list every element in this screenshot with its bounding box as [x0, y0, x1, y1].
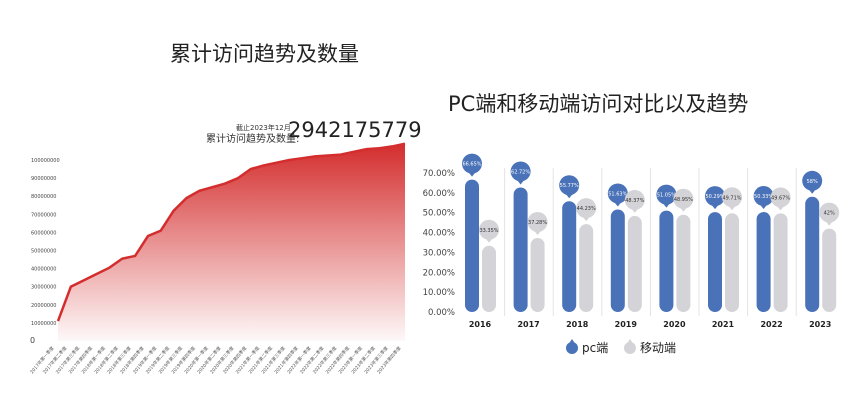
y-tick-label: 10000000: [31, 321, 56, 327]
pin-bubble: [673, 188, 694, 209]
pin-bubble: [510, 161, 531, 182]
y-tick-label: 70000000: [31, 212, 56, 218]
chart-title-right: PC端和移动端访问对比以及趋势: [448, 92, 749, 116]
bar: [562, 201, 577, 312]
series-line: [56, 142, 406, 322]
bar: [482, 245, 496, 312]
pin-bubble: [819, 202, 840, 223]
pin-bubble: [802, 170, 823, 191]
bar: [530, 237, 545, 312]
data-label: 37.28%: [528, 220, 547, 226]
pin-bubble: [559, 175, 580, 196]
y-tick-label: 100000000: [31, 158, 60, 164]
data-label: 48.37%: [625, 198, 644, 204]
y-tick-label: 10.00%: [423, 288, 455, 298]
bar: [627, 215, 642, 312]
y-tick-label: 40.00%: [423, 229, 455, 239]
chart-title-left: 累计访问趋势及数量: [170, 42, 359, 66]
total-label: 累计访问趋势及数量:: [206, 134, 300, 145]
data-label: 50.29%: [705, 194, 724, 200]
pin-bubble: [656, 184, 677, 205]
pin-bubble: [624, 189, 645, 210]
pin-bubble: [607, 183, 628, 204]
data-label: 58%: [807, 179, 818, 185]
data-label: 51.63%: [608, 191, 627, 197]
bar: [805, 196, 820, 312]
pin-bubble: [753, 186, 774, 207]
y-tick-label: 50.00%: [423, 209, 455, 219]
pin-bubble: [722, 187, 742, 208]
bar: [756, 212, 771, 312]
y-tick-label: 30000000: [31, 285, 56, 291]
data-label: 50.33%: [754, 194, 773, 200]
x-tick-label: 2019: [615, 320, 638, 329]
total-value: 2942175779: [288, 118, 422, 142]
data-label: 51.05%: [657, 193, 676, 199]
bar: [659, 210, 674, 312]
y-tick-label: 20.00%: [423, 268, 455, 278]
legend-marker-tip: [568, 339, 576, 345]
pin-bubble: [462, 153, 482, 174]
y-tick-label: 30.00%: [423, 248, 455, 258]
y-tick-label: 0.00%: [428, 308, 455, 318]
bar: [610, 209, 625, 312]
bar: [676, 214, 691, 312]
data-label: 42%: [824, 211, 835, 217]
data-label: 33.35%: [479, 228, 498, 234]
pin-bubble: [705, 186, 725, 207]
area-fill: [58, 143, 405, 341]
x-tick-label: 2017: [517, 320, 539, 329]
legend-marker-tip: [626, 339, 634, 345]
x-tick-label: 2018: [566, 320, 589, 329]
bar: [513, 187, 528, 312]
x-tick-label: 2016: [469, 320, 492, 329]
bar: [822, 228, 837, 312]
bar: [773, 213, 788, 312]
y-tick-label: 40000000: [31, 267, 56, 273]
bar: [465, 179, 479, 312]
date-note: 截止2023年12月: [236, 124, 291, 132]
x-tick-label: 2022: [760, 320, 782, 329]
data-label: 48.95%: [674, 197, 693, 203]
bar: [725, 213, 739, 312]
y-tick-label: 80000000: [31, 194, 56, 200]
legend-label: pc端: [582, 341, 608, 355]
data-label: 44.23%: [577, 206, 596, 212]
bar: [579, 224, 594, 312]
y-tick-label: 60000000: [31, 230, 56, 236]
y-tick-label: 90000000: [31, 176, 56, 182]
legend-label: 移动端: [640, 341, 676, 355]
data-label: 49.71%: [722, 195, 741, 201]
x-tick-label: 2020: [663, 320, 686, 329]
pin-bubble: [527, 211, 548, 232]
y-tick-label: 20000000: [31, 303, 56, 309]
y-tick-label: 50000000: [31, 249, 56, 255]
x-tick-label: 2023: [809, 320, 831, 329]
pin-bubble: [770, 187, 791, 208]
y-tick-label: 70.00%: [423, 169, 455, 179]
data-label: 66.65%: [462, 162, 481, 168]
x-tick-label: 2021: [712, 320, 735, 329]
bar: [708, 212, 722, 312]
pin-bubble: [479, 219, 499, 240]
pin-bubble: [576, 198, 597, 219]
y-tick-label: 0: [30, 336, 35, 345]
data-label: 62.72%: [511, 169, 530, 175]
data-label: 49.67%: [771, 195, 790, 201]
data-label: 55.77%: [560, 183, 579, 189]
y-tick-label: 60.00%: [423, 189, 455, 199]
